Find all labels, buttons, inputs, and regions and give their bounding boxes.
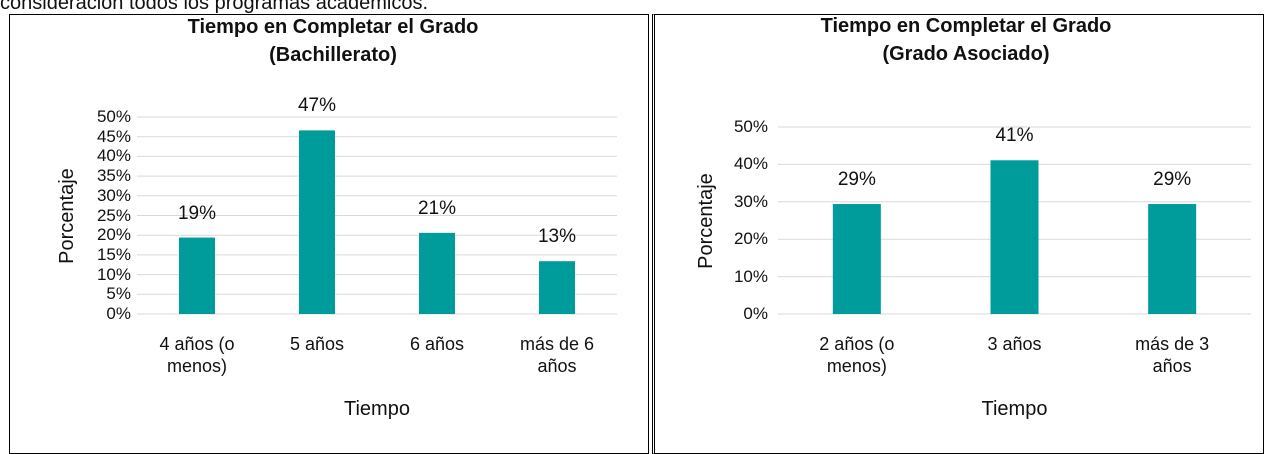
bar bbox=[1148, 204, 1197, 314]
bar bbox=[832, 204, 881, 314]
y-tick-label: 20% bbox=[96, 225, 131, 245]
x-axis-title: Tiempo bbox=[981, 398, 1048, 420]
chart-title: Tiempo en Completar el Grado (Bachillera… bbox=[187, 16, 479, 66]
x-tick-label: 2 años (o menos) bbox=[819, 334, 895, 376]
data-label: 29% bbox=[837, 169, 876, 191]
y-tick-label: 50% bbox=[96, 107, 131, 126]
y-tick-label: 45% bbox=[96, 126, 131, 146]
data-label: 41% bbox=[995, 125, 1034, 147]
y-tick-label: 30% bbox=[96, 185, 131, 205]
chart-panel: Tiempo en Completar el Grado (Bachillera… bbox=[9, 14, 649, 454]
x-tick-label: más de 3 años bbox=[1135, 334, 1210, 376]
y-tick-label: 10% bbox=[96, 264, 131, 284]
x-axis-title: Tiempo bbox=[344, 398, 410, 420]
bar bbox=[539, 261, 575, 314]
bar bbox=[299, 130, 335, 314]
bar bbox=[419, 232, 455, 314]
y-tick-label: 30% bbox=[733, 191, 768, 211]
chart-title: Tiempo en Completar el Grado (Grado Asoc… bbox=[820, 15, 1112, 65]
y-tick-label: 0% bbox=[743, 304, 768, 323]
intro-text: consideración todos los programas académ… bbox=[0, 0, 428, 14]
y-tick-label: 15% bbox=[96, 244, 131, 264]
y-tick-label: 40% bbox=[733, 154, 768, 174]
y-tick-label: 10% bbox=[733, 266, 768, 286]
data-label: 13% bbox=[537, 226, 577, 248]
x-tick-label: 3 años bbox=[987, 334, 1042, 354]
chart bbox=[137, 116, 617, 315]
chart-panel: Tiempo en Completar el Grado (Grado Asoc… bbox=[652, 14, 1264, 454]
bar bbox=[179, 237, 215, 314]
data-label: 21% bbox=[417, 197, 457, 219]
data-label: 29% bbox=[1153, 169, 1192, 191]
x-tick-label: más de 6 años bbox=[519, 334, 595, 376]
y-tick-label: 35% bbox=[96, 166, 131, 186]
y-axis-title: Porcentaje bbox=[695, 173, 717, 269]
y-tick-label: 20% bbox=[733, 229, 768, 249]
x-tick-label: 5 años bbox=[289, 334, 345, 354]
chart bbox=[778, 126, 1251, 315]
bar bbox=[990, 160, 1039, 314]
y-tick-label: 5% bbox=[106, 284, 131, 304]
y-tick-label: 25% bbox=[96, 205, 131, 225]
x-tick-label: 4 años (o menos) bbox=[159, 334, 235, 376]
y-axis-title: Porcentaje bbox=[56, 168, 78, 264]
x-tick-label: 6 años bbox=[409, 334, 465, 354]
data-label: 19% bbox=[177, 202, 217, 224]
y-tick-label: 50% bbox=[733, 117, 768, 136]
y-tick-label: 40% bbox=[96, 146, 131, 166]
y-tick-label: 0% bbox=[106, 304, 131, 323]
data-label: 47% bbox=[297, 95, 337, 117]
